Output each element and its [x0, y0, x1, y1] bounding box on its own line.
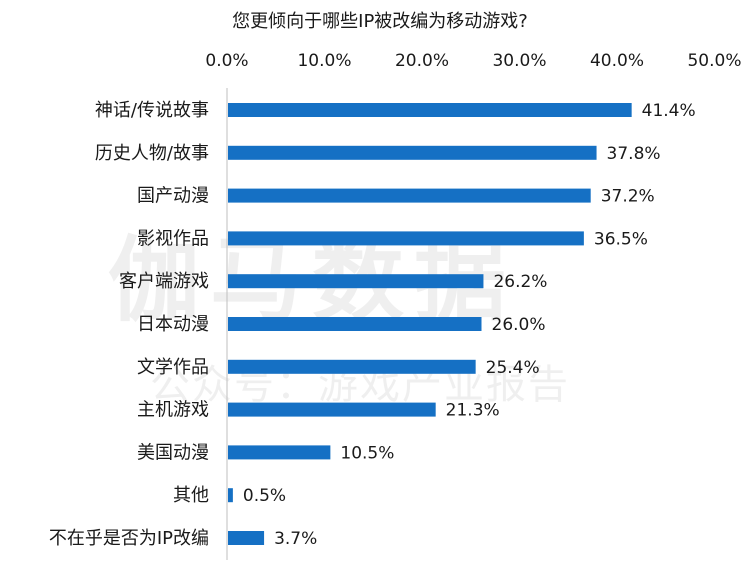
data-label: 26.2% — [493, 272, 547, 292]
category-label: 美国动漫 — [137, 442, 209, 463]
bar — [228, 445, 331, 460]
data-label: 21.3% — [446, 401, 500, 421]
x-tick-label: 20.0% — [395, 51, 449, 71]
category-label: 主机游戏 — [137, 400, 209, 421]
data-label: 25.4% — [486, 358, 540, 378]
x-tick-label: 0.0% — [205, 51, 248, 71]
x-tick-label: 10.0% — [297, 51, 351, 71]
data-label: 37.8% — [607, 144, 661, 164]
x-tick-label: 30.0% — [492, 51, 546, 71]
value-labels: 41.4% 37.8% 37.2% 36.5% 26.2% 26.0% 25.4% 21.3%… — [243, 101, 696, 549]
bar — [228, 103, 632, 117]
bar — [228, 488, 233, 503]
category-label: 影视作品 — [137, 228, 209, 249]
chart-title: 您更倾向于哪些IP被改编为移动游戏? — [232, 11, 528, 32]
category-label: 文学作品 — [137, 357, 209, 378]
data-label: 26.0% — [492, 315, 546, 335]
category-label: 神话/传说故事 — [95, 100, 209, 121]
bar — [228, 231, 584, 246]
bars — [228, 103, 632, 545]
category-label: 不在乎是否为IP改编 — [49, 528, 209, 549]
category-label: 日本动漫 — [137, 314, 209, 335]
bar — [228, 274, 484, 289]
data-label: 37.2% — [601, 187, 655, 207]
data-label: 10.5% — [340, 443, 394, 463]
bar — [228, 188, 591, 203]
bar — [228, 531, 265, 545]
x-tick-label: 50.0% — [687, 51, 741, 71]
bar — [228, 317, 482, 331]
x-tick-label: 40.0% — [590, 51, 644, 71]
data-label: 36.5% — [594, 229, 648, 249]
category-labels: 神话/传说故事历史人物/故事国产动漫影视作品客户端游戏日本动漫文学作品主机游戏美… — [49, 100, 209, 549]
category-label: 客户端游戏 — [119, 271, 209, 292]
bar — [228, 359, 476, 374]
x-axis-ticks: 0.0% 10.0% 20.0% 30.0% 40.0% 50.0% — [205, 51, 741, 71]
data-label: 41.4% — [642, 101, 696, 121]
bar — [228, 145, 597, 160]
category-label: 其他 — [173, 485, 209, 506]
data-label: 3.7% — [274, 529, 317, 549]
category-label: 历史人物/故事 — [95, 143, 209, 164]
category-label: 国产动漫 — [137, 186, 209, 207]
data-label: 0.5% — [243, 486, 286, 506]
bar — [228, 402, 436, 417]
